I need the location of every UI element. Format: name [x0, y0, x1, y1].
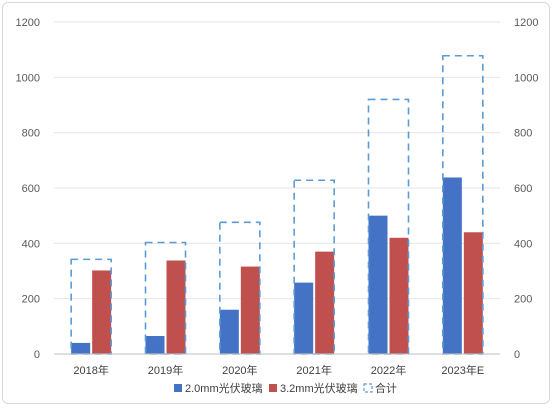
x-tick-label: 2023年E	[441, 363, 484, 377]
x-tick-label: 2019年	[148, 363, 183, 377]
legend-swatch-total	[363, 383, 373, 393]
x-tick-label: 2021年	[296, 363, 331, 377]
bars	[71, 177, 483, 354]
gridlines	[54, 21, 500, 300]
y-tick-label-left: 1000	[16, 72, 40, 84]
y-axis-left-ticks: 0 200 400 600 800 1000 1200	[16, 17, 40, 361]
y-tick-label-right: 800	[514, 128, 532, 140]
x-tick-label: 2022年	[371, 363, 406, 377]
legend-swatch-3-2mm	[269, 384, 277, 392]
bar-2mm	[294, 282, 314, 354]
bar-2mm	[71, 342, 91, 354]
total-outlines	[70, 54, 484, 355]
bar-3-2mm	[315, 251, 335, 354]
bar-2mm	[219, 309, 239, 354]
legend-label-total: 合计	[375, 381, 397, 395]
total-outline	[219, 221, 261, 355]
bar-3-2mm	[240, 266, 260, 354]
legend-swatch-2mm	[174, 384, 182, 392]
y-tick-label-right: 400	[514, 238, 532, 250]
y-tick-label-left: 400	[22, 238, 40, 250]
legend-label-3-2mm: 3.2mm光伏玻璃	[280, 381, 358, 395]
y-tick-label-right: 1200	[514, 17, 538, 29]
bar-3-2mm	[463, 232, 483, 354]
y-tick-label-right: 600	[514, 183, 532, 195]
y-tick-label-right: 0	[514, 349, 520, 361]
legend: 2.0mm光伏玻璃 3.2mm光伏玻璃 合计	[174, 381, 397, 395]
y-tick-label-right: 200	[514, 294, 532, 306]
y-tick-label-left: 200	[22, 294, 40, 306]
bar-3-2mm	[166, 260, 186, 354]
y-axis-right-ticks: 0 200 400 600 800 1000 1200	[514, 17, 538, 361]
bar-3-2mm	[389, 237, 409, 354]
total-outline	[70, 258, 112, 355]
bar-2mm	[145, 336, 165, 354]
x-tick-label: 2018年	[73, 363, 108, 377]
legend-label-2mm: 2.0mm光伏玻璃	[185, 381, 263, 395]
bar-2mm	[368, 215, 388, 354]
y-tick-label-left: 600	[22, 183, 40, 195]
x-tick-label: 2020年	[222, 363, 257, 377]
x-axis-labels: 2018年 2019年 2020年 2021年 2022年 2023年E	[73, 363, 484, 377]
y-tick-label-left: 1200	[16, 17, 40, 29]
bar-3-2mm	[92, 270, 112, 354]
y-tick-label-left: 800	[22, 128, 40, 140]
y-tick-label-left: 0	[34, 349, 40, 361]
bar-2mm	[442, 177, 462, 354]
y-tick-label-right: 1000	[514, 72, 538, 84]
